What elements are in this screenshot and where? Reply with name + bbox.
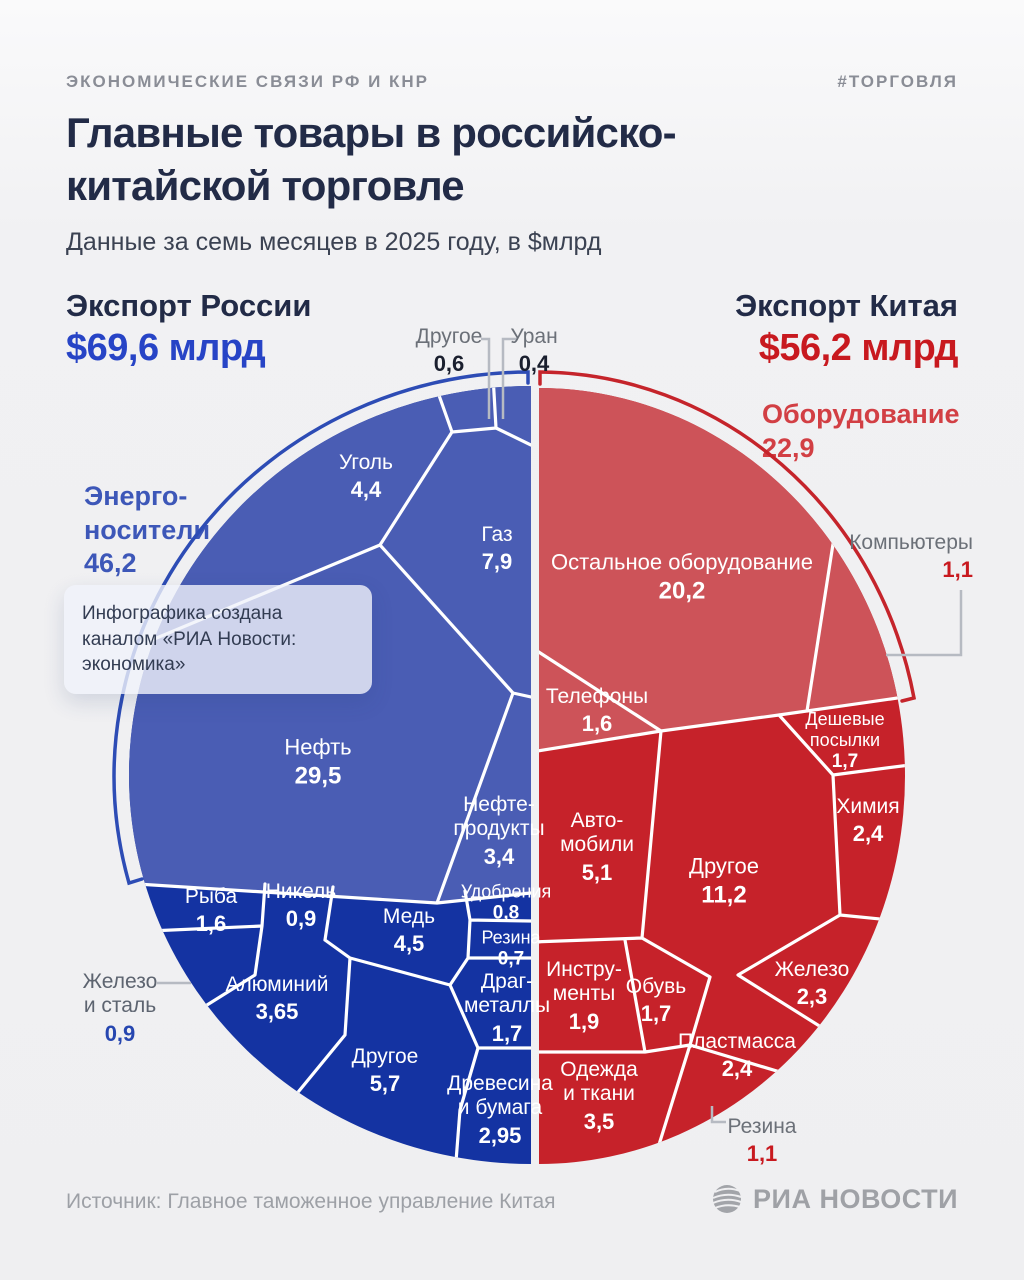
russia-export-title: Экспорт России	[66, 288, 312, 323]
callout-line-drugoe-top	[481, 337, 491, 419]
china-export-total: $56,2 млрд	[758, 327, 959, 369]
cell-fish: Рыба 1,6	[184, 885, 238, 937]
cell-other-russia: Другое 5,7	[351, 1045, 419, 1097]
energy-group-value: 46,2	[84, 548, 137, 579]
source-line: Источник: Главное таможенное управление …	[66, 1190, 556, 1213]
cell-chemistry: Химия 2,4	[836, 795, 900, 847]
infographic-note: Инфографика создана каналом «РИА Новости…	[64, 585, 372, 694]
cell-footwear: Обувь 1,7	[625, 975, 687, 1027]
cell-cars: Авто- мобили 5,1	[560, 808, 634, 885]
russia-cell-borders	[129, 386, 531, 1164]
page-kicker: ЭКОНОМИЧЕСКИЕ СВЯЗИ РФ И КНР	[66, 72, 430, 91]
callout-label-computers: Компьютеры 1,1	[849, 531, 973, 583]
ria-logo: РИА НОВОСТИ	[710, 1182, 958, 1216]
equipment-group-bracket	[538, 370, 917, 703]
cell-fertilizers: Удобрения 0,8	[460, 881, 552, 924]
cell-aluminium: Алюминий 3,65	[225, 973, 329, 1025]
callout-label-rubber-china: Резина 1,1	[727, 1115, 797, 1167]
equipment-group-label: Оборудование 22,9	[762, 398, 959, 466]
energy-group-bracket	[112, 370, 530, 886]
china-export-title: Экспорт Китая	[735, 288, 958, 323]
cell-nickel: Никель 0,9	[265, 880, 337, 932]
callout-line-uran	[501, 337, 518, 419]
cell-other-china: Другое 11,2	[689, 853, 759, 908]
equipment-group-value: 22,9	[762, 432, 815, 463]
cell-rubber-russia: Резина 0,7	[481, 927, 541, 970]
russia-export-total: $69,6 млрд	[66, 327, 266, 369]
cell-clothes-fabrics: Одежда и ткани 3,5	[560, 1057, 638, 1134]
callout-line-rezina-china	[710, 1106, 726, 1124]
equipment-group-name: Оборудование	[762, 399, 960, 429]
ria-logo-text: РИА НОВОСТИ	[753, 1183, 958, 1214]
cell-plastic: Пластмасса 2,4	[678, 1030, 796, 1082]
energy-group-label: Энерго- носители 46,2	[84, 446, 210, 615]
russia-export-header: Экспорт России $69,6 млрд	[66, 290, 311, 367]
cell-wood-paper: Древесина и бумага 2,95	[447, 1071, 553, 1148]
china-export-header: Экспорт Китая $56,2 млрд	[735, 290, 958, 367]
hashtag: #ТОРГОВЛЯ	[837, 72, 958, 91]
callout-label-other-energy: Другое 0,6	[415, 325, 483, 377]
ria-globe-icon	[712, 1185, 742, 1213]
page-title: Главные товары в российско-китайской тор…	[66, 109, 677, 210]
cell-coal: Уголь 4,4	[338, 451, 394, 503]
cell-iron: Железо 2,3	[774, 958, 850, 1010]
cell-rest-equipment: Остальное оборудование 20,2	[551, 549, 813, 604]
cell-tools: Инстру- менты 1,9	[546, 957, 622, 1034]
energy-group-name: Энерго- носители	[84, 480, 211, 545]
cell-precious-metals: Драг- металлы 1,7	[463, 969, 551, 1046]
cell-oil-products: Нефте- продукты 3,4	[453, 792, 545, 869]
callout-label-uranium: Уран 0,4	[510, 325, 558, 377]
callout-label-iron-steel: Железо и сталь 0,9	[82, 969, 158, 1046]
cell-copper: Медь 4,5	[382, 905, 436, 957]
page-subtitle: Данные за семь месяцев в 2025 году, в $м…	[66, 228, 602, 256]
cell-cheap-parcels: Дешевые посылки 1,7	[805, 709, 885, 772]
cell-oil: Нефть 29,5	[284, 734, 352, 789]
cell-phones: Телефоны 1,6	[545, 685, 649, 737]
callout-line-kompyutery	[886, 590, 963, 657]
cell-gas: Газ 7,9	[481, 523, 513, 575]
